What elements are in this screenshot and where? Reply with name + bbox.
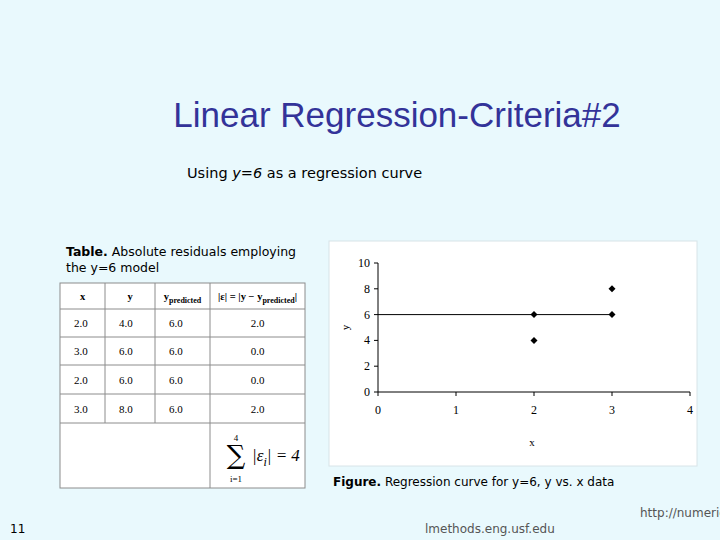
- y-tick-label: 6: [364, 308, 370, 322]
- x-tick: [690, 392, 691, 396]
- regression-line: [378, 314, 612, 315]
- sum-lower: i=1: [230, 474, 242, 484]
- y-axis-label: y: [339, 324, 351, 330]
- table-cell: 0.0: [251, 345, 265, 357]
- y-tick-label: 10: [358, 256, 370, 270]
- y-tick: [374, 392, 378, 393]
- text-part: x: [80, 291, 86, 302]
- subtitle-part: as a regression curve: [262, 165, 422, 181]
- subscript: predicted: [262, 296, 295, 305]
- x-tick-label: 1: [453, 403, 459, 417]
- subtitle-part: Using: [187, 165, 232, 181]
- table-cell: 8.0: [119, 403, 133, 415]
- table-caption: Table. Absolute residuals employing the …: [66, 244, 306, 276]
- text-part: y: [127, 291, 133, 302]
- x-tick-label: 2: [531, 403, 537, 417]
- y-tick-label: 2: [364, 359, 370, 373]
- table-header: |ε| = |y − ypredicted|: [218, 291, 297, 305]
- table-cell: 0.0: [251, 374, 265, 386]
- table-header: x: [80, 291, 86, 302]
- text-part: |ε: [252, 446, 264, 465]
- sum-symbol: ∑: [227, 440, 246, 470]
- table-row-line: [60, 365, 305, 366]
- table-cell: 6.0: [169, 317, 183, 329]
- text-part: |ε| = |y − y: [218, 291, 263, 302]
- chart-panel: [329, 241, 697, 466]
- x-tick: [534, 392, 535, 396]
- text-part: | = 4: [267, 446, 301, 465]
- plot-data: [378, 285, 616, 344]
- table-cell: 6.0: [169, 374, 183, 386]
- y-tick: [374, 366, 378, 367]
- table-header: y: [127, 291, 133, 302]
- table-col-line: [210, 283, 211, 488]
- y-tick-label: 4: [364, 333, 370, 347]
- table-frame: [60, 283, 305, 488]
- table-row-line: [60, 337, 305, 338]
- x-tick-label: 3: [609, 403, 615, 417]
- x-tick: [378, 392, 379, 396]
- page-number: 11: [10, 522, 25, 536]
- table-cell: 6.0: [119, 345, 133, 357]
- table-col-line: [105, 283, 106, 423]
- table-cell: 2.0: [251, 403, 265, 415]
- x-tick: [612, 392, 613, 396]
- table-col-line: [155, 283, 156, 423]
- caption-text: Regression curve for y=6, y vs. x data: [381, 475, 614, 489]
- table-cell: 3.0: [74, 403, 88, 415]
- figure-caption: Figure. Regression curve for y=6, y vs. …: [333, 475, 614, 489]
- caption-label: Table.: [66, 244, 108, 259]
- data-point: [531, 337, 538, 344]
- table-row-line: [60, 423, 305, 424]
- chart: 0 2 4 6 8 10 0 1 2 3 4 x y: [339, 256, 693, 448]
- table-cell: 2.0: [74, 374, 88, 386]
- subscript: predicted: [169, 296, 202, 305]
- table: xyypredicted|ε| = |y − ypredicted|2.04.0…: [60, 283, 305, 488]
- table-cell: 3.0: [74, 345, 88, 357]
- y-tick: [374, 314, 378, 315]
- x-axis-label: x: [529, 436, 535, 448]
- table-cell: 2.0: [251, 317, 265, 329]
- subtitle: Using y=6 as a regression curve: [187, 165, 422, 181]
- y-tick: [374, 340, 378, 341]
- table-cell: 6.0: [119, 374, 133, 386]
- table-cell: 6.0: [169, 345, 183, 357]
- slide: Linear Regression-Criteria#2 Using y=6 as…: [0, 0, 720, 540]
- x-tick: [456, 392, 457, 396]
- x-tick-label: 4: [687, 403, 693, 417]
- y-tick: [374, 263, 378, 264]
- table-cell: 2.0: [74, 317, 88, 329]
- data-point: [609, 285, 616, 292]
- y-tick-label: 8: [364, 282, 370, 296]
- footer-url: http://numerica: [640, 506, 720, 520]
- sum-term: |εi| = 4: [252, 446, 300, 469]
- title: Linear Regression-Criteria#2: [173, 95, 620, 134]
- table-row-line: [60, 309, 305, 310]
- subtitle-part: y=6: [231, 165, 262, 181]
- sum-upper: 4: [234, 433, 239, 443]
- footer-url: lmethods.eng.usf.edu: [425, 522, 555, 536]
- y-axis: [378, 263, 379, 392]
- table-cell: 4.0: [119, 317, 133, 329]
- table-row-line: [60, 394, 305, 395]
- y-tick-label: 0: [364, 385, 370, 399]
- x-tick-label: 0: [375, 403, 381, 417]
- caption-label: Figure.: [333, 475, 381, 489]
- y-tick: [374, 288, 378, 289]
- table-header: ypredicted: [164, 291, 202, 305]
- table-cell: 6.0: [169, 403, 183, 415]
- text-part: |: [295, 291, 297, 302]
